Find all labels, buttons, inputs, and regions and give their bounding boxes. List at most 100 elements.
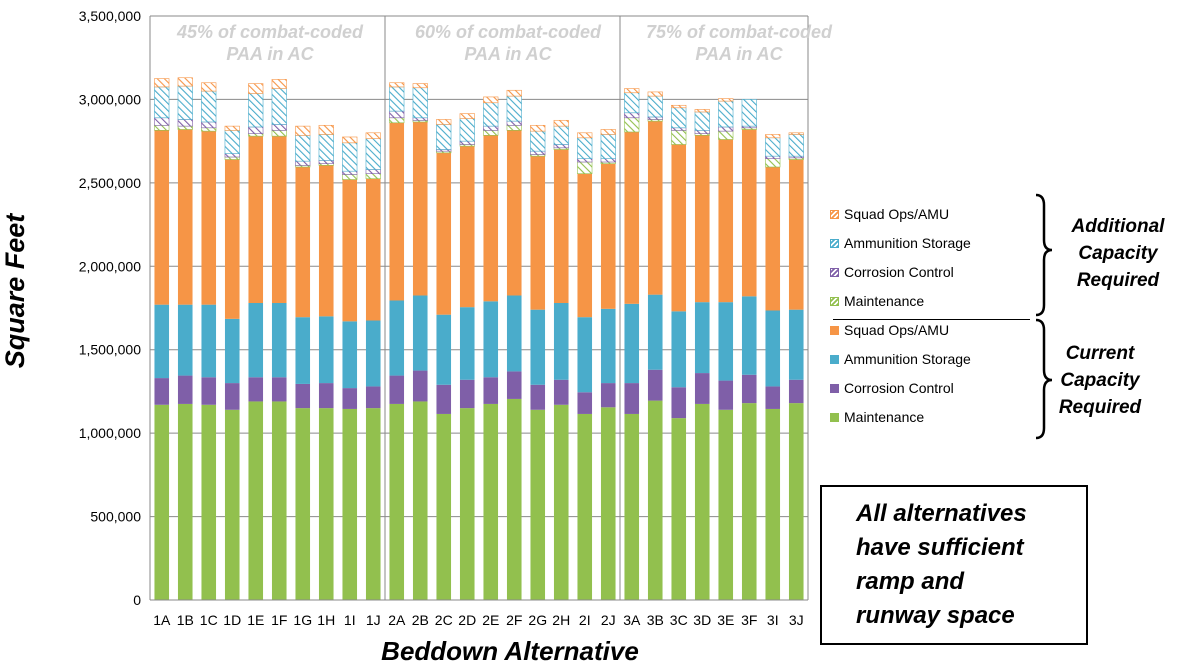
bar-segment-3C-additional-ammunition-storage: [671, 107, 687, 129]
bar-segment-1D-additional-maintenance: [224, 156, 240, 160]
legend-label: Ammunition Storage: [844, 235, 971, 251]
bar-segment-1A-additional-corrosion-control: [154, 117, 170, 126]
legend-item-cur-ammo: Ammunition Storage: [830, 349, 971, 369]
legend-label: Squad Ops/AMU: [844, 206, 950, 222]
bar-segment-1A-current-squad-ops-amu: [154, 130, 170, 305]
bar-segment-3A-additional-ammunition-storage: [624, 92, 640, 114]
legend-item-cur-squad: Squad Ops/AMU: [830, 320, 949, 340]
group-label-45: 45% of combat-coded PAA in AC: [155, 21, 385, 65]
bar-segment-1B-current-squad-ops-amu: [177, 129, 193, 305]
bar-segment-1F-additional-corrosion-control: [271, 124, 287, 131]
bar-segment-1E-additional-squad-ops-amu: [248, 83, 264, 94]
x-tick-label: 2B: [412, 612, 429, 628]
bar-segment-2I-current-corrosion-control: [577, 392, 593, 414]
bar-segment-1I-additional-squad-ops-amu: [342, 136, 358, 144]
x-tick-label: 3A: [623, 612, 641, 628]
bar-segment-1H-current-squad-ops-amu: [318, 165, 334, 317]
bar-segment-2E-current-squad-ops-amu: [483, 135, 499, 302]
note-line: All alternatives: [856, 500, 1027, 527]
bar-segment-1H-additional-squad-ops-amu: [318, 124, 334, 135]
bar-segment-1B-additional-squad-ops-amu: [177, 77, 193, 87]
bar-segment-2G-additional-corrosion-control: [530, 150, 546, 155]
bar-segment-1I-current-maintenance: [342, 408, 358, 600]
x-tick-label: 1I: [344, 612, 356, 628]
x-tick-label: 3D: [693, 612, 711, 628]
additional-capacity-label: Additional Capacity Required: [1048, 213, 1188, 294]
bar-segment-3A-current-maintenance: [624, 413, 640, 600]
legend-swatch: [830, 296, 839, 306]
bar-segment-3E-additional-corrosion-control: [718, 126, 734, 132]
bar-segment-1H-current-maintenance: [318, 408, 334, 600]
x-tick-label: 1D: [223, 612, 241, 628]
legend-label: Squad Ops/AMU: [844, 322, 950, 338]
bar-segment-2E-additional-corrosion-control: [483, 125, 499, 131]
legend-swatch: [830, 412, 839, 422]
bar-segment-1C-additional-squad-ops-amu: [201, 82, 217, 92]
bar-segment-2J-current-squad-ops-amu: [600, 163, 616, 309]
bar-segment-2D-current-maintenance: [459, 408, 475, 600]
bar-segment-2C-additional-squad-ops-amu: [436, 119, 452, 125]
bar-segment-2J-current-maintenance: [600, 407, 616, 600]
bar-segment-1E-current-ammunition-storage: [248, 302, 264, 378]
bar-segment-2A-current-ammunition-storage: [389, 300, 405, 376]
bar-segment-3D-current-squad-ops-amu: [694, 135, 710, 303]
bar-segment-3J-current-maintenance: [788, 403, 804, 600]
bar-segment-3F-additional-ammunition-storage: [741, 99, 757, 127]
x-tick-label: 2I: [579, 612, 591, 628]
bar-segment-3A-current-ammunition-storage: [624, 303, 640, 384]
bar-segment-3J-additional-squad-ops-amu: [788, 132, 804, 135]
legend-label: Maintenance: [844, 293, 925, 309]
bar-segment-3I-current-squad-ops-amu: [765, 167, 781, 311]
note-line: have sufficient: [856, 534, 1024, 561]
bar-segment-2E-additional-squad-ops-amu: [483, 96, 499, 104]
legend-swatch: [830, 354, 839, 364]
x-tick-label: 1E: [247, 612, 264, 628]
bar-segment-1E-additional-ammunition-storage: [248, 93, 264, 128]
bar-segment-3E-current-squad-ops-amu: [718, 139, 734, 303]
bar-segment-1E-current-maintenance: [248, 401, 264, 600]
bar-segment-3I-current-ammunition-storage: [765, 310, 781, 387]
bar-segment-1C-additional-ammunition-storage: [201, 90, 217, 123]
bar-segment-2F-current-maintenance: [506, 398, 522, 600]
bar-segment-2H-current-ammunition-storage: [553, 302, 569, 380]
legend-swatch: [830, 325, 839, 335]
bar-segment-2A-additional-squad-ops-amu: [389, 82, 405, 88]
bar-segment-3D-current-corrosion-control: [694, 373, 710, 404]
legend-swatch: [830, 238, 839, 248]
legend-item-add-squad: Squad Ops/AMU: [830, 204, 949, 224]
bar-segment-3B-current-ammunition-storage: [647, 294, 663, 370]
bar-segment-3I-current-corrosion-control: [765, 386, 781, 409]
bar-segment-2B-additional-squad-ops-amu: [412, 83, 428, 89]
bar-segment-3J-current-squad-ops-amu: [788, 159, 804, 310]
bar-segment-1I-additional-corrosion-control: [342, 170, 358, 175]
legend-swatch: [830, 209, 839, 219]
bar-segment-1G-current-maintenance: [295, 408, 311, 600]
bar-segment-3D-additional-squad-ops-amu: [694, 109, 710, 113]
bar-segment-3A-additional-squad-ops-amu: [624, 88, 640, 94]
bracket-additional: [1035, 193, 1053, 317]
bar-segment-2H-additional-ammunition-storage: [553, 125, 569, 145]
bar-segment-1J-current-ammunition-storage: [365, 320, 381, 387]
bar-segment-1B-additional-corrosion-control: [177, 119, 193, 127]
bar-segment-2B-current-corrosion-control: [412, 370, 428, 402]
y-tick-label: 1,500,000: [79, 342, 141, 358]
bar-segment-2F-additional-maintenance: [506, 124, 522, 131]
bar-segment-1E-additional-maintenance: [248, 133, 264, 137]
current-line1: Current: [1065, 343, 1135, 364]
y-tick-label: 2,000,000: [79, 258, 141, 274]
bar-segment-2C-additional-ammunition-storage: [436, 124, 452, 150]
bar-segment-1B-additional-ammunition-storage: [177, 85, 193, 120]
bar-segment-1B-additional-maintenance: [177, 125, 193, 130]
group-label-45-line2: PAA in AC: [226, 44, 314, 64]
bar-segment-2F-additional-ammunition-storage: [506, 95, 522, 122]
bar-segment-3D-additional-ammunition-storage: [694, 111, 710, 131]
legend-item-cur-maint: Maintenance: [830, 407, 924, 427]
bar-segment-1H-additional-ammunition-storage: [318, 134, 334, 161]
bar-segment-2C-current-ammunition-storage: [436, 314, 452, 385]
x-tick-label: 3I: [767, 612, 779, 628]
bar-segment-2I-additional-squad-ops-amu: [577, 132, 593, 139]
bar-segment-2I-additional-corrosion-control: [577, 158, 593, 163]
bar-segment-3C-additional-corrosion-control: [671, 127, 687, 131]
y-tick-label: 3,000,000: [79, 91, 141, 107]
bar-segment-3F-current-maintenance: [741, 403, 757, 600]
